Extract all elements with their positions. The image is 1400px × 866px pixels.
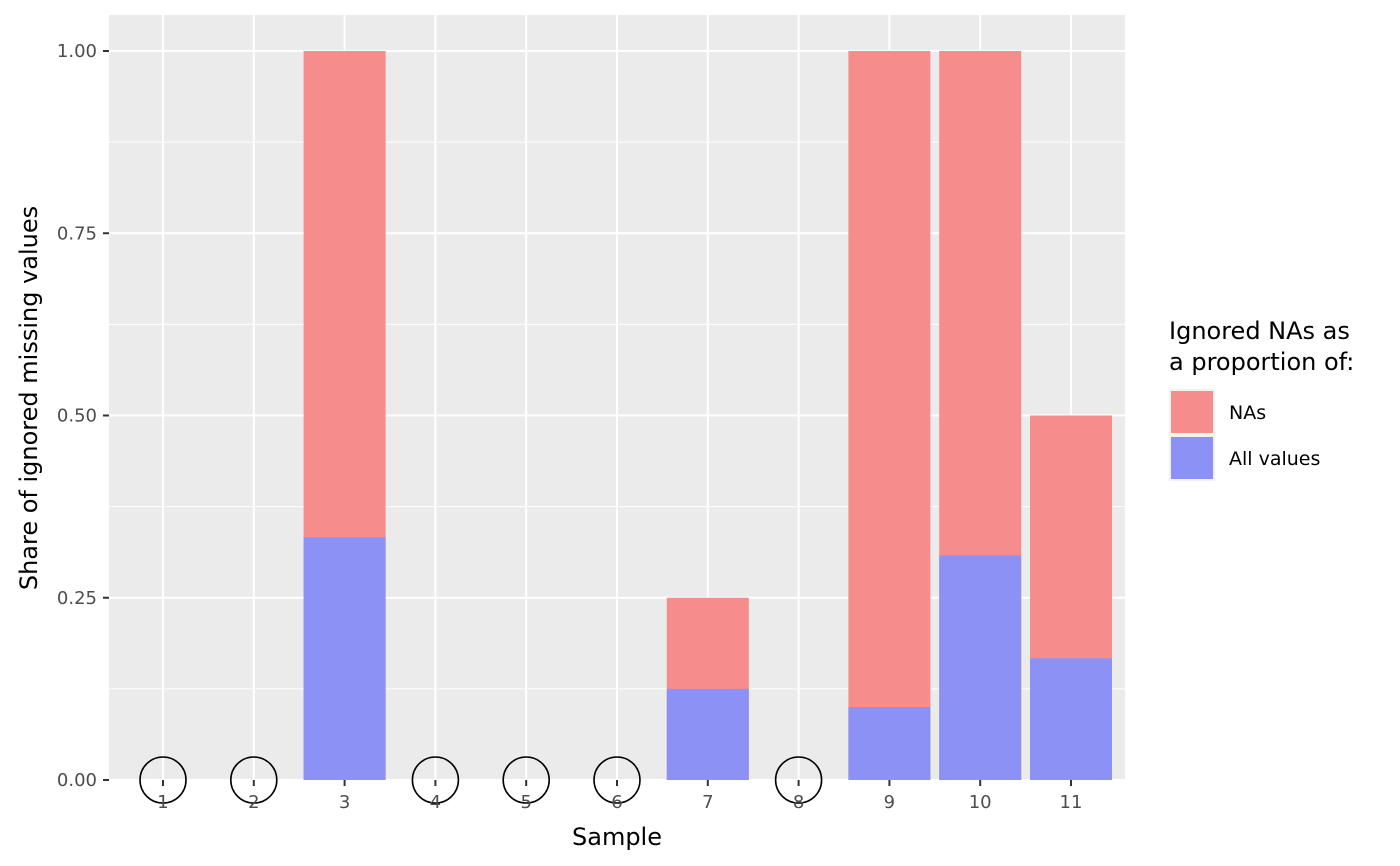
- x-tick-label: 7: [702, 792, 713, 813]
- zero-marker-sample-2: [230, 756, 278, 804]
- y-tick-label: 0.50: [57, 406, 97, 427]
- x-tick-label: 11: [1060, 792, 1083, 813]
- zero-marker-sample-6: [593, 756, 641, 804]
- zero-markers: [139, 756, 823, 804]
- legend-key-all-values: [1171, 437, 1213, 479]
- bar-all-values-sample-7: [666, 688, 749, 780]
- x-axis: 1 2 3 4 5 6 7 8 9 10 11: [157, 780, 1082, 813]
- y-tick-label: 0.00: [57, 770, 97, 791]
- y-axis-title: Share of ignored missing values: [15, 206, 43, 590]
- x-tick-label: 8: [793, 792, 804, 813]
- legend-title-line-1: Ignored NAs as: [1169, 317, 1350, 345]
- x-tick-label: 3: [339, 792, 350, 813]
- zero-marker-sample-1: [139, 756, 187, 804]
- legend-label-nas: NAs: [1229, 402, 1266, 424]
- legend-label-all-values: All values: [1229, 448, 1320, 470]
- x-tick-label: 4: [430, 792, 441, 813]
- x-tick-label: 2: [248, 792, 259, 813]
- bar-all-values-sample-10: [939, 555, 1022, 780]
- y-tick-label: 0.25: [57, 588, 97, 609]
- bar-all-values-sample-3: [303, 537, 386, 780]
- bar-all-values-sample-11: [1030, 658, 1112, 780]
- legend-key-nas: [1171, 391, 1213, 433]
- x-tick-label: 6: [611, 792, 622, 813]
- x-tick-label: 9: [884, 792, 895, 813]
- y-axis: 0.00 0.25 0.50 0.75 1.00: [57, 41, 109, 791]
- bar-all-values-sample-9: [848, 707, 931, 780]
- zero-marker-sample-8: [774, 756, 823, 804]
- zero-marker-sample-4: [411, 756, 460, 804]
- x-axis-title: Sample: [572, 823, 662, 851]
- zero-marker-sample-5: [502, 756, 551, 804]
- y-tick-label: 1.00: [57, 41, 97, 62]
- x-tick-label: 5: [520, 792, 531, 813]
- x-tick-label: 10: [969, 792, 992, 813]
- legend-title-line-2: a proportion of:: [1169, 348, 1354, 376]
- legend: Ignored NAs as a proportion of: NAs All …: [1169, 317, 1354, 481]
- bars: [303, 51, 1112, 780]
- y-tick-label: 0.75: [57, 223, 97, 244]
- bar-nas-sample-9: [848, 51, 931, 780]
- x-tick-label: 1: [157, 792, 168, 813]
